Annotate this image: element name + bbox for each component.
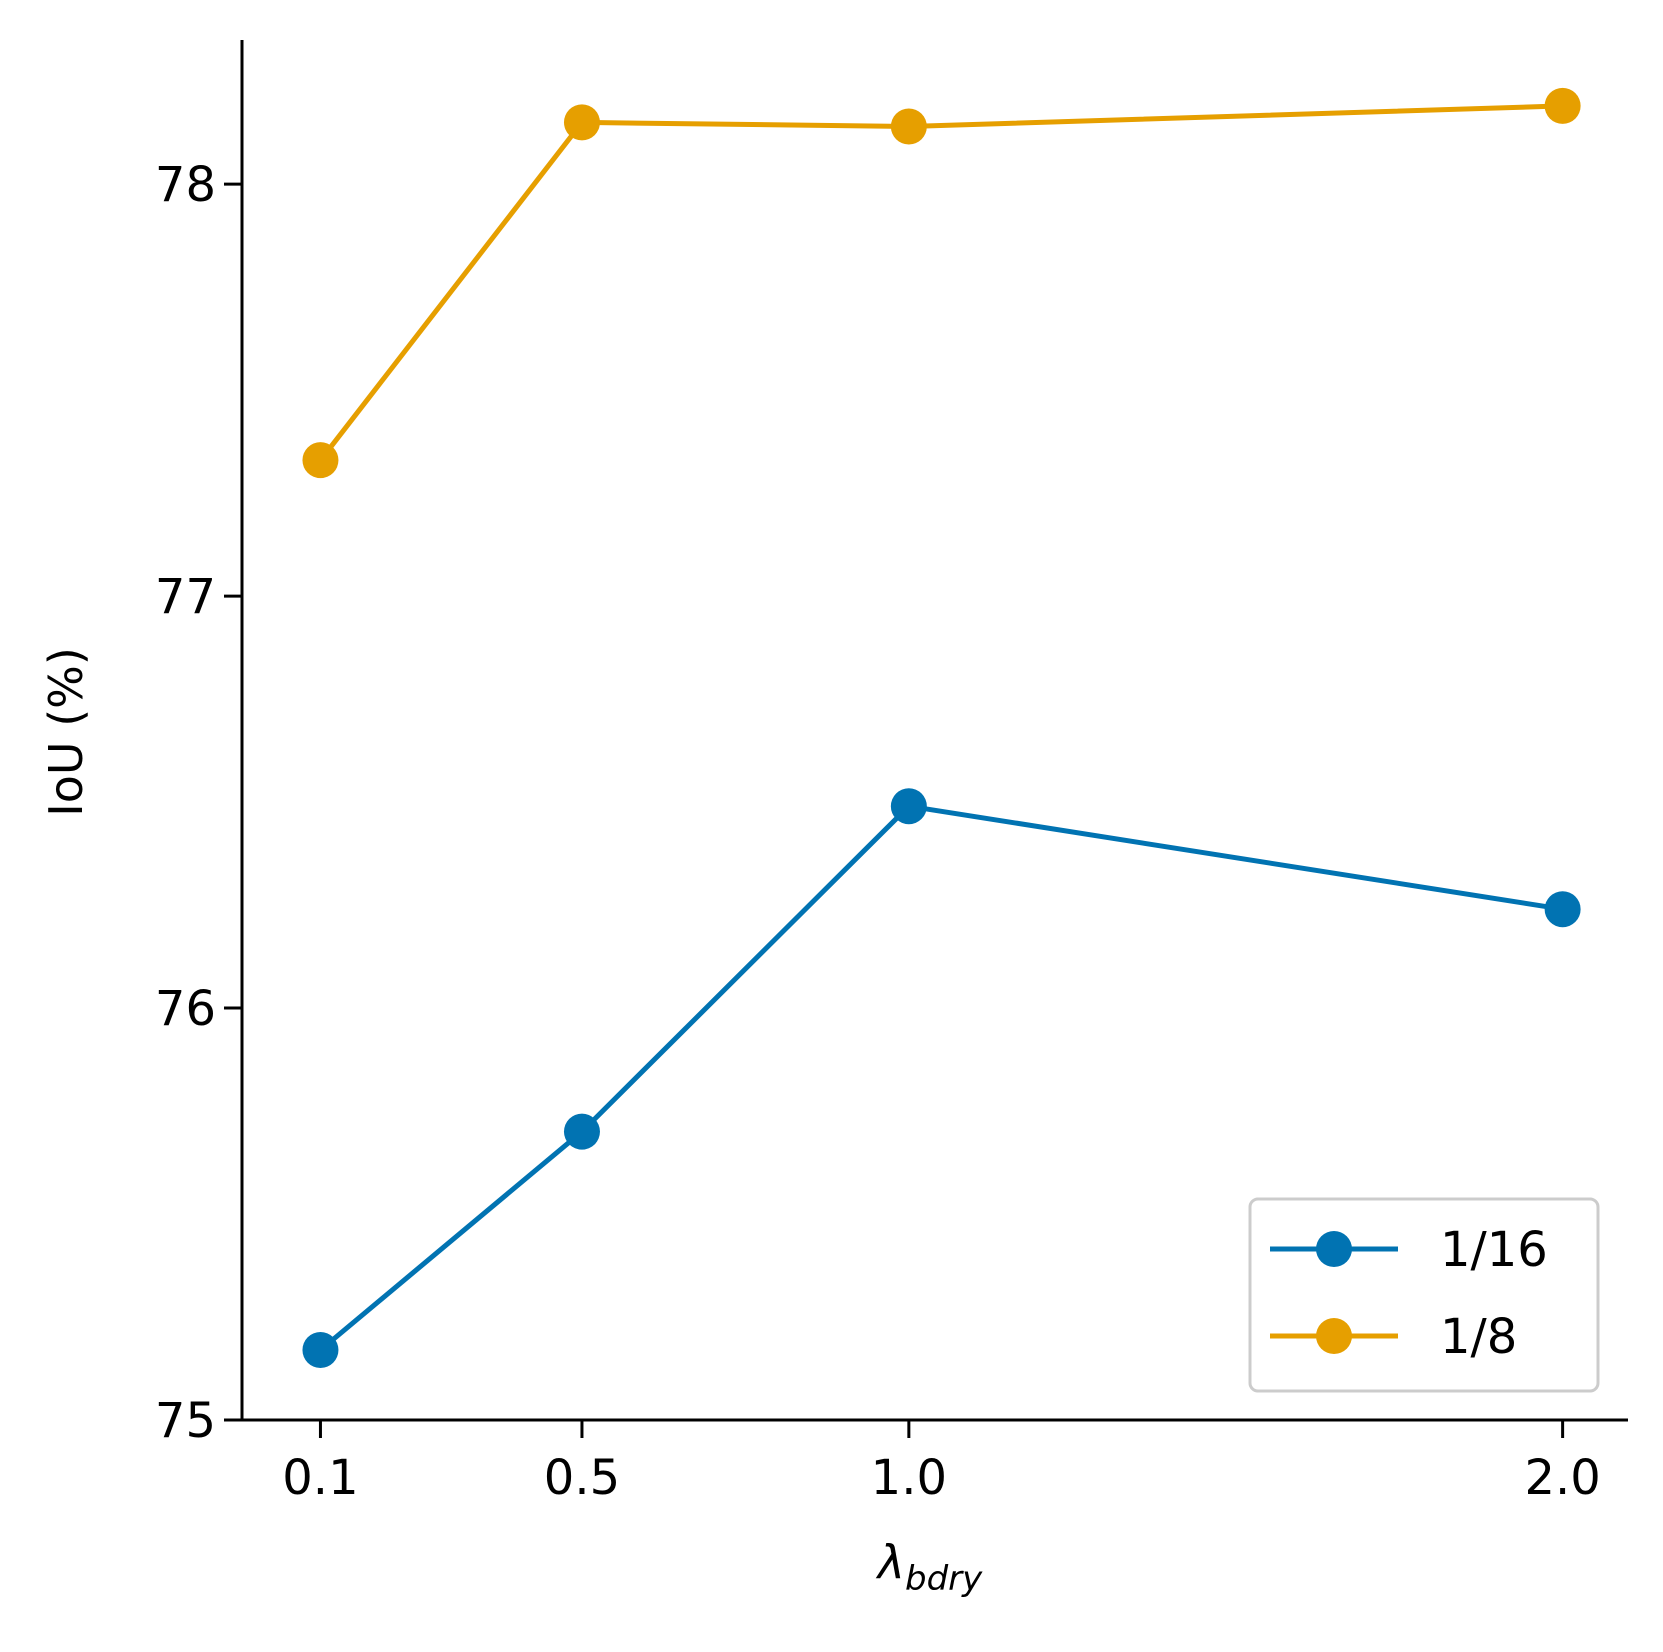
series-line-1-16 bbox=[318, 803, 1563, 1352]
x-axis-title: λbdry bbox=[875, 1535, 983, 1599]
data-point bbox=[890, 108, 927, 145]
data-point bbox=[563, 104, 600, 141]
series-line-1-8 bbox=[318, 103, 1563, 462]
y-tick-label: 78 bbox=[155, 157, 216, 213]
x-axis-title-symbol: λ bbox=[875, 1535, 905, 1589]
x-tick-label: 1.0 bbox=[871, 1450, 947, 1506]
legend: 1/16 1/8 bbox=[1248, 1197, 1600, 1393]
x-tick-label: 0.1 bbox=[282, 1450, 358, 1506]
data-point bbox=[563, 1113, 600, 1150]
data-point bbox=[302, 1331, 339, 1368]
y-tick-label: 76 bbox=[155, 981, 216, 1037]
data-point bbox=[1544, 891, 1581, 928]
y-tick-label: 75 bbox=[155, 1393, 216, 1449]
legend-marker bbox=[1316, 1231, 1352, 1267]
x-tick-label: 2.0 bbox=[1524, 1450, 1600, 1506]
series-layer bbox=[302, 87, 1581, 1368]
data-point bbox=[1544, 87, 1581, 124]
x-tick-label: 0.5 bbox=[544, 1450, 620, 1506]
y-ticks: 75 76 77 78 bbox=[155, 157, 242, 1449]
data-point bbox=[890, 788, 927, 825]
y-tick-label: 77 bbox=[155, 569, 216, 625]
x-axis-title-subscript: bdry bbox=[905, 1559, 983, 1599]
legend-label: 1/16 bbox=[1440, 1222, 1548, 1278]
legend-marker bbox=[1316, 1318, 1352, 1354]
legend-label: 1/8 bbox=[1440, 1309, 1517, 1365]
x-ticks: 0.1 0.5 1.0 2.0 bbox=[282, 1420, 1601, 1506]
y-axis-title: IoU (%) bbox=[39, 647, 93, 817]
data-point bbox=[302, 442, 339, 479]
